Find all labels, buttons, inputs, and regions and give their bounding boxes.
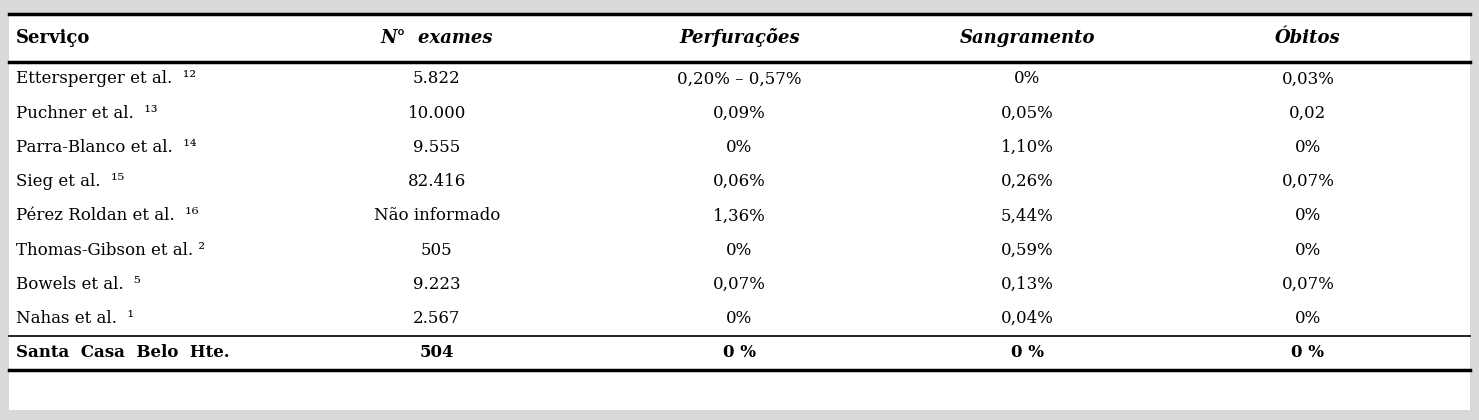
Text: 0,03%: 0,03% bbox=[1281, 71, 1334, 87]
Text: 82.416: 82.416 bbox=[408, 173, 466, 190]
Text: Thomas-Gibson et al. ²: Thomas-Gibson et al. ² bbox=[16, 241, 206, 259]
Text: Perfurações: Perfurações bbox=[679, 29, 800, 47]
Text: 0,09%: 0,09% bbox=[713, 105, 766, 122]
Text: 10.000: 10.000 bbox=[408, 105, 466, 122]
Text: Pérez Roldan et al.  ¹⁶: Pérez Roldan et al. ¹⁶ bbox=[16, 207, 198, 224]
Text: Ettersperger et al.  ¹²: Ettersperger et al. ¹² bbox=[16, 71, 197, 87]
Text: 0%: 0% bbox=[1294, 139, 1321, 156]
Text: N°  exames: N° exames bbox=[380, 29, 493, 47]
Text: Santa  Casa  Belo  Hte.: Santa Casa Belo Hte. bbox=[16, 344, 229, 361]
Text: 1,10%: 1,10% bbox=[1001, 139, 1055, 156]
Text: Sieg et al.  ¹⁵: Sieg et al. ¹⁵ bbox=[16, 173, 124, 190]
Text: 0,59%: 0,59% bbox=[1001, 241, 1053, 259]
Text: 0,07%: 0,07% bbox=[713, 276, 766, 293]
Text: 0,05%: 0,05% bbox=[1001, 105, 1053, 122]
Text: 0,04%: 0,04% bbox=[1001, 310, 1055, 327]
Text: 0%: 0% bbox=[1294, 310, 1321, 327]
Text: 0 %: 0 % bbox=[1010, 344, 1044, 361]
Text: Serviço: Serviço bbox=[16, 29, 90, 47]
Text: 0%: 0% bbox=[1015, 71, 1041, 87]
Text: 5,44%: 5,44% bbox=[1001, 207, 1053, 224]
Text: Sangramento: Sangramento bbox=[960, 29, 1094, 47]
Text: 9.223: 9.223 bbox=[413, 276, 460, 293]
Text: 0%: 0% bbox=[726, 241, 753, 259]
Text: 9.555: 9.555 bbox=[413, 139, 460, 156]
FancyBboxPatch shape bbox=[9, 14, 1470, 410]
Text: 505: 505 bbox=[422, 241, 453, 259]
Text: 504: 504 bbox=[420, 344, 454, 361]
Text: Bowels et al.  ⁵: Bowels et al. ⁵ bbox=[16, 276, 141, 293]
Text: 0%: 0% bbox=[726, 310, 753, 327]
Text: 0%: 0% bbox=[726, 139, 753, 156]
Text: 0,07%: 0,07% bbox=[1281, 173, 1334, 190]
Text: 0,06%: 0,06% bbox=[713, 173, 766, 190]
Text: 0,02: 0,02 bbox=[1290, 105, 1327, 122]
Text: Não informado: Não informado bbox=[374, 207, 500, 224]
Text: Parra-Blanco et al.  ¹⁴: Parra-Blanco et al. ¹⁴ bbox=[16, 139, 197, 156]
Text: 0,13%: 0,13% bbox=[1001, 276, 1055, 293]
Text: 2.567: 2.567 bbox=[413, 310, 460, 327]
Text: 0%: 0% bbox=[1294, 207, 1321, 224]
Text: 0%: 0% bbox=[1294, 241, 1321, 259]
Text: Óbitos: Óbitos bbox=[1275, 29, 1340, 47]
Text: 0,20% – 0,57%: 0,20% – 0,57% bbox=[677, 71, 802, 87]
Text: 0,26%: 0,26% bbox=[1001, 173, 1053, 190]
Text: 0,07%: 0,07% bbox=[1281, 276, 1334, 293]
Text: 0 %: 0 % bbox=[723, 344, 756, 361]
Text: Puchner et al.  ¹³: Puchner et al. ¹³ bbox=[16, 105, 158, 122]
Text: 1,36%: 1,36% bbox=[713, 207, 766, 224]
Text: 0 %: 0 % bbox=[1291, 344, 1324, 361]
Text: 5.822: 5.822 bbox=[413, 71, 460, 87]
Text: Nahas et al.  ¹: Nahas et al. ¹ bbox=[16, 310, 135, 327]
